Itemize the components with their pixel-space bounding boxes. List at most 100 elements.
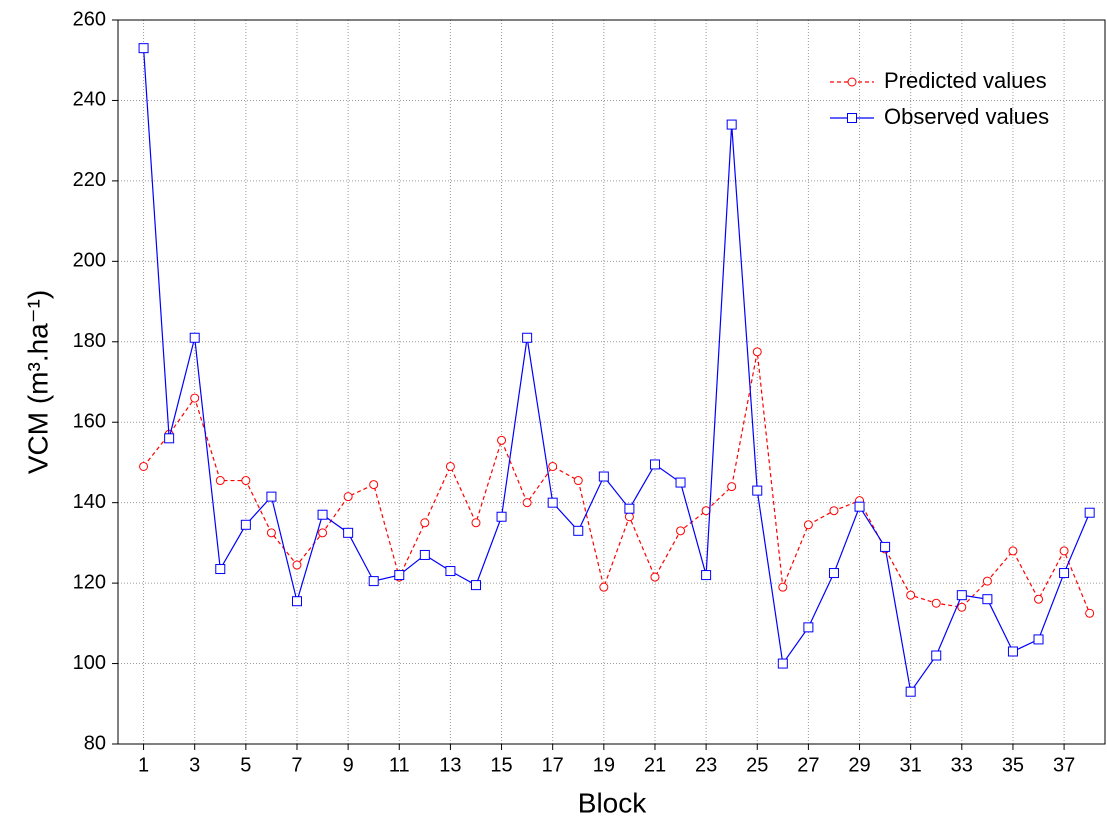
data-point [803, 520, 813, 530]
data-point [982, 576, 992, 586]
x-tick-label: 11 [389, 754, 410, 776]
x-tick-label: 25 [746, 754, 768, 776]
x-tick-label: 15 [490, 754, 512, 776]
data-point [829, 506, 839, 516]
data-point [649, 459, 660, 470]
data-point [1008, 546, 1018, 556]
y-tick-label: 220 [73, 169, 106, 191]
data-point [343, 527, 354, 538]
data-point [215, 476, 225, 486]
data-point [368, 576, 379, 587]
data-point [497, 435, 507, 445]
data-point [752, 485, 763, 496]
x-tick-label: 37 [1053, 754, 1075, 776]
data-point [931, 598, 941, 608]
data-point [266, 491, 277, 502]
data-point [291, 596, 302, 607]
x-tick-label: 35 [1002, 754, 1024, 776]
legend-label: Observed values [884, 104, 1049, 129]
data-point [573, 525, 584, 536]
data-point [343, 492, 353, 502]
data-point [445, 461, 455, 471]
data-point [266, 528, 276, 538]
data-point [599, 582, 609, 592]
data-point [726, 119, 737, 130]
y-tick-label: 260 [73, 8, 106, 30]
data-point [547, 497, 558, 508]
y-tick-label: 180 [73, 330, 106, 352]
data-point [1033, 634, 1044, 645]
x-tick-label: 31 [900, 754, 922, 776]
data-point [139, 461, 149, 471]
y-tick-label: 120 [73, 571, 106, 593]
x-axis-label: Block [578, 787, 647, 818]
data-point [164, 433, 175, 444]
y-tick-label: 240 [73, 89, 106, 111]
data-point [982, 594, 993, 605]
data-point [1085, 608, 1095, 618]
data-point [727, 482, 737, 492]
y-tick-label: 200 [73, 250, 106, 272]
data-point [1059, 568, 1070, 579]
x-tick-label: 33 [951, 754, 973, 776]
data-point [292, 560, 302, 570]
x-tick-label: 7 [291, 754, 302, 776]
series-line [142, 48, 1091, 694]
x-tick-label: 9 [343, 754, 354, 776]
data-point [956, 590, 967, 601]
data-point [548, 461, 558, 471]
y-tick-label: 80 [84, 732, 106, 754]
data-point [931, 650, 942, 661]
data-point [138, 43, 149, 54]
data-point [854, 501, 865, 512]
data-point [1084, 507, 1095, 518]
data-point [905, 686, 916, 697]
data-point [394, 570, 405, 581]
legend-marker [847, 113, 857, 123]
series-line [143, 351, 1091, 614]
data-point [189, 332, 200, 343]
data-point [598, 471, 609, 482]
x-tick-label: 27 [797, 754, 819, 776]
x-tick-label: 21 [644, 754, 666, 776]
data-point [828, 568, 839, 579]
y-axis-label: VCM (m³.ha⁻¹) [22, 290, 53, 474]
data-point [240, 519, 251, 530]
x-tick-label: 29 [848, 754, 870, 776]
data-point [471, 518, 481, 528]
data-point [420, 518, 430, 528]
data-point [777, 658, 788, 669]
data-point [880, 541, 891, 552]
data-point [701, 570, 712, 581]
y-tick-label: 100 [73, 652, 106, 674]
x-tick-label: 23 [695, 754, 717, 776]
data-point [573, 476, 583, 486]
data-point [803, 622, 814, 633]
y-tick-label: 160 [73, 411, 106, 433]
data-point [957, 602, 967, 612]
x-tick-label: 5 [240, 754, 251, 776]
data-point [1034, 594, 1044, 604]
data-point [701, 506, 711, 516]
data-point [445, 566, 456, 577]
data-point [1007, 646, 1018, 657]
legend-label: Predicted values [884, 68, 1047, 93]
data-point [522, 498, 532, 508]
data-point [419, 549, 430, 560]
x-tick-label: 3 [189, 754, 200, 776]
data-point [752, 347, 762, 357]
data-point [241, 476, 251, 486]
data-point [215, 564, 226, 575]
data-point [318, 528, 328, 538]
data-point [496, 511, 507, 522]
x-tick-label: 17 [542, 754, 564, 776]
data-point [317, 509, 328, 520]
data-point [522, 332, 533, 343]
data-point [675, 477, 686, 488]
data-point [190, 393, 200, 403]
data-point [369, 480, 379, 490]
plot-frame [117, 19, 1106, 745]
data-point [778, 582, 788, 592]
data-point [676, 526, 686, 536]
legend-marker [847, 77, 857, 87]
